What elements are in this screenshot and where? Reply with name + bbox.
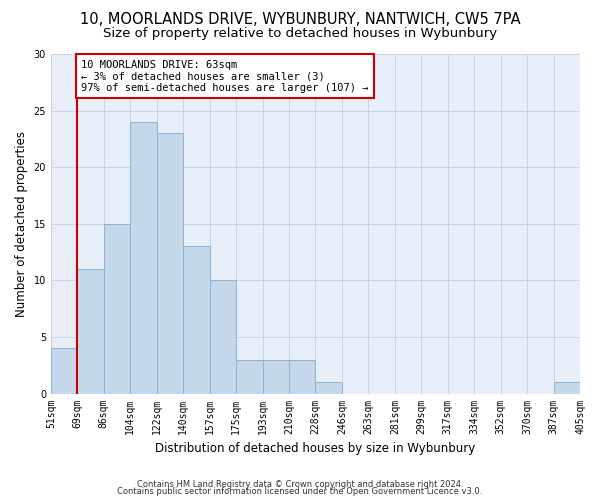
Bar: [554, 382, 580, 394]
X-axis label: Distribution of detached houses by size in Wybunbury: Distribution of detached houses by size …: [155, 442, 476, 455]
Text: Contains HM Land Registry data © Crown copyright and database right 2024.: Contains HM Land Registry data © Crown c…: [137, 480, 463, 489]
Text: 10, MOORLANDS DRIVE, WYBUNBURY, NANTWICH, CW5 7PA: 10, MOORLANDS DRIVE, WYBUNBURY, NANTWICH…: [80, 12, 520, 28]
Bar: [130, 122, 157, 394]
Y-axis label: Number of detached properties: Number of detached properties: [15, 131, 28, 317]
Bar: [236, 360, 263, 394]
Bar: [263, 360, 289, 394]
Bar: [51, 348, 77, 394]
Bar: [289, 360, 316, 394]
Text: Size of property relative to detached houses in Wybunbury: Size of property relative to detached ho…: [103, 28, 497, 40]
Bar: [209, 280, 236, 394]
Text: Contains public sector information licensed under the Open Government Licence v3: Contains public sector information licen…: [118, 487, 482, 496]
Bar: [157, 133, 183, 394]
Bar: [104, 224, 130, 394]
Bar: [316, 382, 342, 394]
Bar: [77, 269, 104, 394]
Bar: [183, 246, 209, 394]
Text: 10 MOORLANDS DRIVE: 63sqm
← 3% of detached houses are smaller (3)
97% of semi-de: 10 MOORLANDS DRIVE: 63sqm ← 3% of detach…: [82, 60, 369, 93]
